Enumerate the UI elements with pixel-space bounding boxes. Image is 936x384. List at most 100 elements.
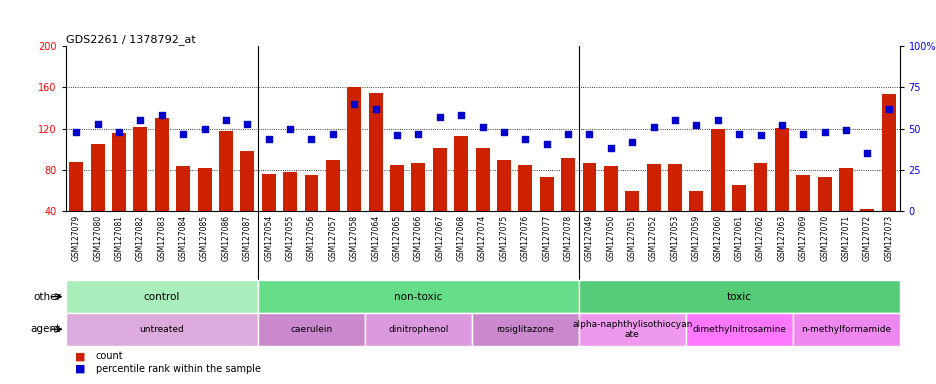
Bar bbox=[561, 157, 575, 253]
Text: GDS2261 / 1378792_at: GDS2261 / 1378792_at bbox=[66, 34, 195, 45]
Bar bbox=[69, 162, 83, 253]
Bar bbox=[326, 160, 340, 253]
Text: GSM127072: GSM127072 bbox=[862, 215, 871, 261]
Point bbox=[218, 118, 233, 124]
Point bbox=[646, 124, 661, 130]
Point bbox=[453, 113, 468, 119]
Text: dimethylnitrosamine: dimethylnitrosamine bbox=[692, 325, 785, 334]
Bar bbox=[257, 313, 364, 346]
Point bbox=[111, 129, 126, 135]
Bar bbox=[347, 88, 360, 253]
Text: percentile rank within the sample: percentile rank within the sample bbox=[95, 364, 260, 374]
Point bbox=[795, 131, 810, 137]
Text: GSM127061: GSM127061 bbox=[734, 215, 743, 261]
Text: GSM127065: GSM127065 bbox=[392, 215, 402, 261]
Point bbox=[560, 131, 575, 137]
Text: GSM127055: GSM127055 bbox=[285, 215, 294, 261]
Point bbox=[881, 106, 896, 112]
Point bbox=[154, 113, 169, 119]
Point bbox=[859, 150, 874, 157]
Text: GSM127087: GSM127087 bbox=[242, 215, 252, 261]
Text: caerulein: caerulein bbox=[290, 325, 332, 334]
Bar bbox=[454, 136, 468, 253]
Text: count: count bbox=[95, 351, 123, 361]
Text: GSM127060: GSM127060 bbox=[712, 215, 722, 261]
Bar bbox=[66, 313, 257, 346]
Bar bbox=[368, 93, 382, 253]
Point bbox=[261, 136, 276, 142]
Point bbox=[325, 131, 340, 137]
Bar bbox=[241, 151, 254, 253]
Bar bbox=[133, 127, 147, 253]
Text: GSM127056: GSM127056 bbox=[307, 215, 315, 261]
Text: ■: ■ bbox=[75, 364, 85, 374]
Text: control: control bbox=[143, 291, 180, 302]
Bar bbox=[578, 313, 685, 346]
Text: GSM127058: GSM127058 bbox=[349, 215, 358, 261]
Text: GSM127083: GSM127083 bbox=[157, 215, 166, 261]
Bar bbox=[496, 160, 510, 253]
Text: GSM127081: GSM127081 bbox=[114, 215, 124, 261]
Point bbox=[68, 129, 83, 135]
Point bbox=[240, 121, 255, 127]
Text: GSM127082: GSM127082 bbox=[136, 215, 145, 261]
Bar bbox=[753, 163, 767, 253]
Text: agent: agent bbox=[31, 324, 61, 334]
Text: GSM127074: GSM127074 bbox=[477, 215, 487, 261]
Bar bbox=[582, 163, 596, 253]
Bar bbox=[364, 313, 472, 346]
Point bbox=[176, 131, 191, 137]
Bar bbox=[710, 129, 724, 253]
Text: GSM127057: GSM127057 bbox=[328, 215, 337, 261]
Text: GSM127086: GSM127086 bbox=[221, 215, 230, 261]
Text: GSM127080: GSM127080 bbox=[93, 215, 102, 261]
Bar bbox=[839, 168, 852, 253]
Bar bbox=[219, 131, 233, 253]
Text: untreated: untreated bbox=[139, 325, 184, 334]
Bar bbox=[817, 177, 831, 253]
Text: other: other bbox=[33, 291, 61, 302]
Text: GSM127085: GSM127085 bbox=[200, 215, 209, 261]
Point bbox=[753, 132, 768, 138]
Text: GSM127049: GSM127049 bbox=[584, 215, 593, 261]
Bar bbox=[689, 190, 703, 253]
Point bbox=[475, 124, 490, 130]
Bar bbox=[604, 166, 617, 253]
Text: GSM127053: GSM127053 bbox=[670, 215, 679, 261]
Bar bbox=[475, 148, 489, 253]
Text: alpha-naphthylisothiocyan
ate: alpha-naphthylisothiocyan ate bbox=[572, 319, 692, 339]
Text: GSM127050: GSM127050 bbox=[606, 215, 615, 261]
Point bbox=[431, 114, 446, 120]
Bar bbox=[283, 172, 297, 253]
Text: GSM127067: GSM127067 bbox=[435, 215, 444, 261]
Point bbox=[90, 121, 105, 127]
Point bbox=[518, 136, 533, 142]
Bar bbox=[518, 165, 532, 253]
Point bbox=[624, 139, 639, 145]
Bar bbox=[796, 175, 810, 253]
Point bbox=[346, 101, 361, 107]
Bar bbox=[389, 165, 403, 253]
Text: GSM127059: GSM127059 bbox=[691, 215, 700, 261]
Bar bbox=[792, 313, 899, 346]
Text: GSM127063: GSM127063 bbox=[777, 215, 785, 261]
Text: GSM127052: GSM127052 bbox=[649, 215, 657, 261]
Point bbox=[603, 146, 618, 152]
Point bbox=[283, 126, 298, 132]
Text: GSM127054: GSM127054 bbox=[264, 215, 273, 261]
Text: GSM127077: GSM127077 bbox=[542, 215, 550, 261]
Text: GSM127062: GSM127062 bbox=[755, 215, 764, 261]
Bar bbox=[685, 313, 792, 346]
Point bbox=[581, 131, 596, 137]
Text: GSM127069: GSM127069 bbox=[798, 215, 807, 261]
Point bbox=[133, 118, 148, 124]
Text: GSM127075: GSM127075 bbox=[499, 215, 508, 261]
Text: ■: ■ bbox=[75, 351, 85, 361]
Bar bbox=[624, 190, 638, 253]
Point bbox=[838, 127, 853, 133]
Bar bbox=[731, 185, 745, 253]
Bar bbox=[539, 177, 553, 253]
Bar bbox=[774, 127, 788, 253]
Bar bbox=[197, 168, 212, 253]
Point bbox=[709, 118, 724, 124]
